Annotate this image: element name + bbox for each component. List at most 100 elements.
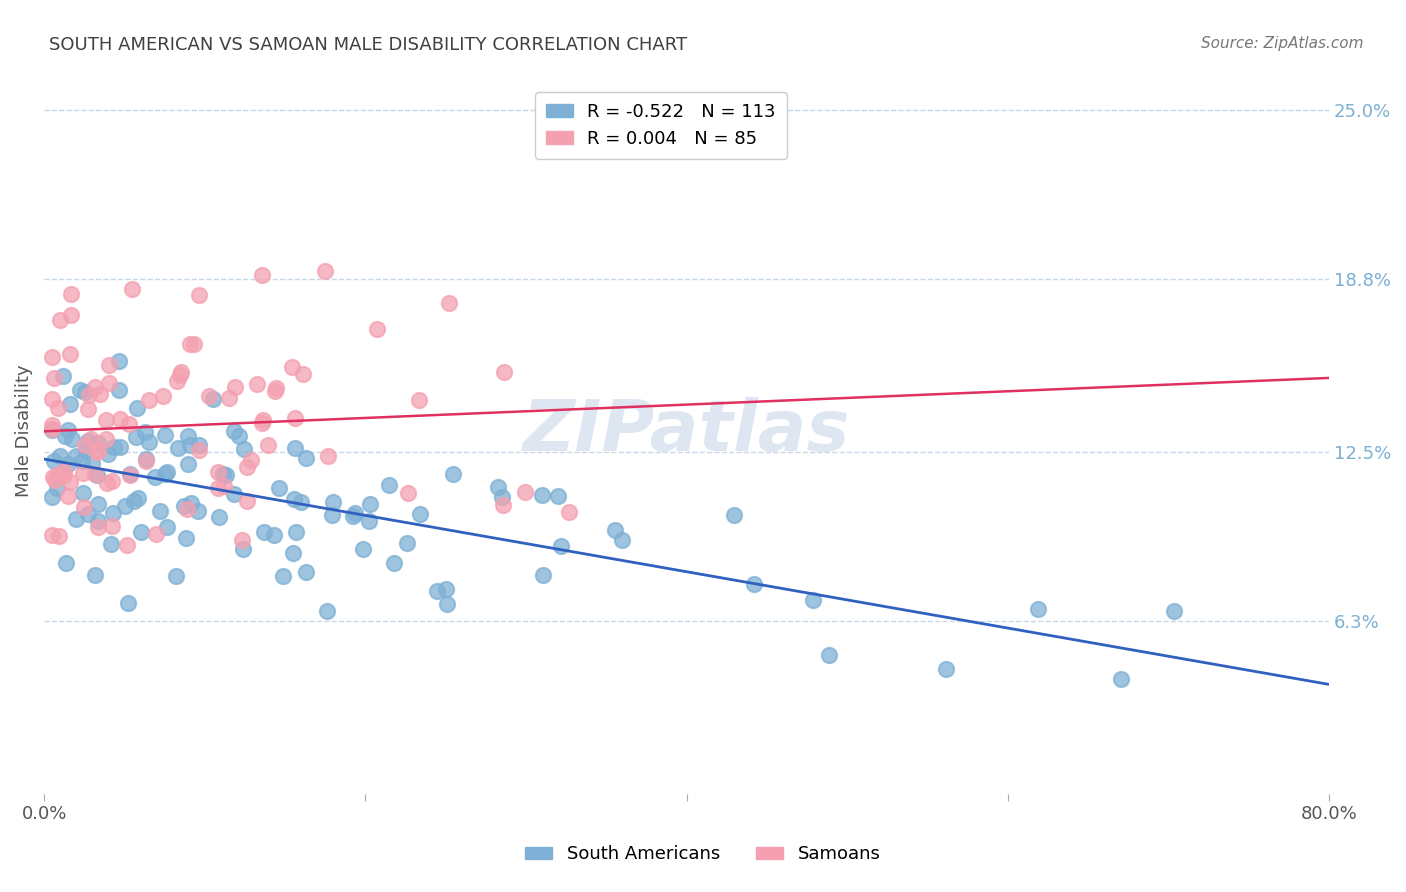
South Americans xyxy=(342,509,364,524)
Y-axis label: Male Disability: Male Disability xyxy=(15,365,32,498)
South Americans xyxy=(547,489,569,503)
Samoans xyxy=(100,519,122,533)
Samoans xyxy=(96,476,118,491)
Samoans xyxy=(170,365,193,379)
South Americans xyxy=(202,392,225,407)
South Americans xyxy=(612,533,634,548)
South Americans xyxy=(165,569,187,583)
Samoans xyxy=(41,418,63,433)
Samoans xyxy=(281,359,304,374)
Samoans xyxy=(73,500,96,514)
South Americans xyxy=(76,442,98,457)
South Americans xyxy=(77,434,100,449)
South Americans xyxy=(344,506,367,520)
Samoans xyxy=(236,459,259,474)
Samoans xyxy=(84,467,107,482)
Samoans xyxy=(87,520,110,534)
South Americans xyxy=(76,507,98,521)
Samoans xyxy=(252,268,274,282)
South Americans xyxy=(108,440,131,454)
Samoans xyxy=(169,368,191,383)
South Americans xyxy=(316,604,339,618)
Samoans xyxy=(138,393,160,408)
Samoans xyxy=(80,432,103,446)
South Americans xyxy=(153,467,176,481)
Samoans xyxy=(84,380,107,394)
South Americans xyxy=(52,368,75,383)
South Americans xyxy=(352,541,374,556)
South Americans xyxy=(117,596,139,610)
Samoans xyxy=(60,308,83,322)
Samoans xyxy=(77,388,100,402)
South Americans xyxy=(176,457,198,471)
Samoans xyxy=(108,412,131,426)
South Americans xyxy=(60,432,83,446)
Samoans xyxy=(152,389,174,403)
South Americans xyxy=(212,467,235,482)
Samoans xyxy=(42,470,65,484)
South Americans xyxy=(434,582,457,597)
Samoans xyxy=(183,336,205,351)
South Americans xyxy=(486,480,509,494)
South Americans xyxy=(107,354,129,368)
South Americans xyxy=(263,527,285,541)
South Americans xyxy=(86,515,108,529)
South Americans xyxy=(441,467,464,481)
South Americans xyxy=(100,536,122,550)
Samoans xyxy=(89,387,111,401)
South Americans xyxy=(742,577,765,591)
South Americans xyxy=(426,584,449,599)
Samoans xyxy=(72,466,94,480)
South Americans xyxy=(87,436,110,450)
South Americans xyxy=(55,556,77,570)
South Americans xyxy=(101,506,124,520)
Samoans xyxy=(135,454,157,468)
Samoans xyxy=(59,286,82,301)
South Americans xyxy=(72,485,94,500)
Samoans xyxy=(198,389,221,403)
South Americans xyxy=(935,662,957,676)
Samoans xyxy=(44,371,66,385)
South Americans xyxy=(103,440,125,454)
South Americans xyxy=(179,438,201,452)
South Americans xyxy=(127,491,149,506)
Samoans xyxy=(218,392,240,406)
Samoans xyxy=(207,481,229,495)
Text: ZIPatlas: ZIPatlas xyxy=(523,397,851,466)
South Americans xyxy=(321,508,343,522)
South Americans xyxy=(69,383,91,397)
Samoans xyxy=(239,452,262,467)
Text: Source: ZipAtlas.com: Source: ZipAtlas.com xyxy=(1201,36,1364,51)
South Americans xyxy=(72,454,94,468)
Samoans xyxy=(396,486,419,500)
Samoans xyxy=(316,449,339,463)
Samoans xyxy=(492,365,515,379)
South Americans xyxy=(58,458,80,472)
South Americans xyxy=(1026,601,1049,615)
South Americans xyxy=(188,438,211,452)
South Americans xyxy=(176,429,198,443)
Samoans xyxy=(264,381,287,395)
Samoans xyxy=(94,432,117,446)
South Americans xyxy=(215,467,238,482)
Samoans xyxy=(291,367,314,381)
South Americans xyxy=(107,384,129,398)
South Americans xyxy=(818,648,841,662)
South Americans xyxy=(222,487,245,501)
Samoans xyxy=(41,528,63,542)
South Americans xyxy=(224,424,246,438)
South Americans xyxy=(295,565,318,579)
Samoans xyxy=(166,374,188,388)
Samoans xyxy=(257,438,280,452)
Samoans xyxy=(179,337,201,351)
South Americans xyxy=(134,425,156,439)
Samoans xyxy=(52,464,75,478)
Samoans xyxy=(264,384,287,399)
South Americans xyxy=(73,385,96,400)
South Americans xyxy=(281,546,304,560)
Samoans xyxy=(236,494,259,508)
South Americans xyxy=(187,503,209,517)
Samoans xyxy=(408,393,430,408)
South Americans xyxy=(41,423,63,437)
Samoans xyxy=(86,445,108,459)
